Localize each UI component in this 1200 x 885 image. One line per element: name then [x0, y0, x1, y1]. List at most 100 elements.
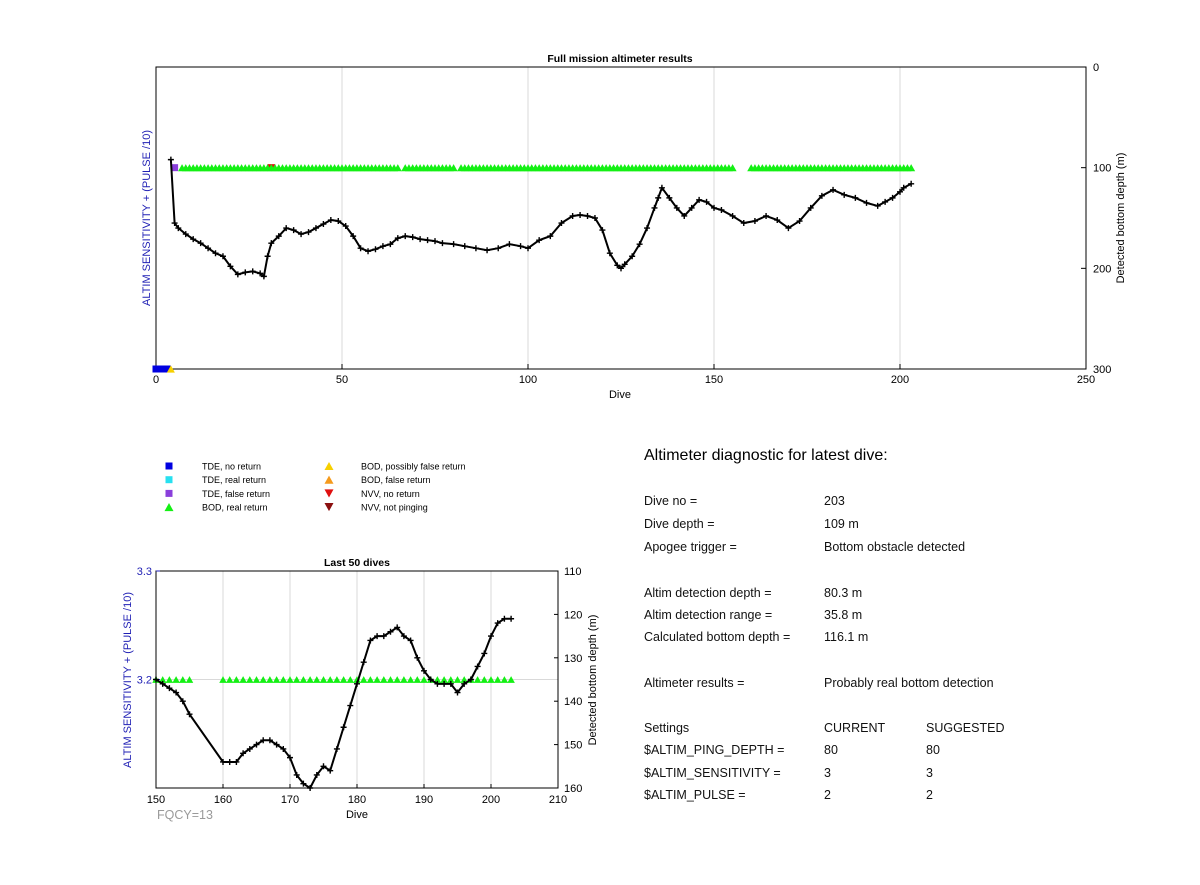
main-depth-point	[900, 184, 907, 191]
last-50-depth-point	[434, 680, 441, 687]
last-50-marker	[185, 676, 194, 683]
main-depth-point	[807, 204, 814, 211]
legend-marker	[324, 475, 334, 484]
main-depth-point	[577, 211, 584, 218]
main-depth-point	[644, 225, 651, 232]
last-50-marker	[299, 676, 308, 683]
last-50-marker	[507, 676, 515, 683]
last-50-marker	[333, 676, 341, 683]
main-depth-point	[751, 218, 758, 225]
main-depth-point	[335, 218, 342, 225]
main-chart-depth-series	[167, 156, 915, 280]
last-50-left-axis-label: ALTIM SENSITIVITY + (PULSE /10)	[122, 592, 134, 768]
last-50-depth-point	[447, 680, 454, 687]
main-marker	[171, 164, 179, 172]
main-right-tick-label: 100	[1093, 163, 1111, 175]
main-depth-point	[614, 262, 621, 269]
legend-marker	[165, 462, 173, 470]
legend: TDE, no return TDE, real return TDE, false…	[164, 462, 466, 513]
main-depth-point	[424, 237, 431, 244]
last-50-depth-point	[159, 680, 166, 687]
last-50-marker	[266, 676, 274, 683]
legend-label: TDE, real return	[202, 475, 266, 485]
main-depth-point	[212, 250, 219, 257]
main-x-tick-label: 200	[891, 374, 909, 386]
legend-marker	[164, 503, 174, 512]
legend-label: BOD, possibly false return	[361, 462, 466, 472]
last-50-right-axis-label: Detected bottom depth (m)	[587, 615, 599, 746]
main-depth-point	[495, 245, 502, 252]
main-depth-point	[439, 240, 446, 247]
last-50-marker	[246, 676, 254, 683]
main-marker	[152, 365, 160, 373]
settings-header-suggested: SUGGESTED	[926, 721, 1005, 735]
main-depth-point	[774, 217, 781, 224]
last-50-depth-point	[407, 637, 414, 644]
last-50-depth-point	[320, 763, 327, 770]
last-50-chart-title: Last 50 dives	[324, 557, 390, 569]
main-depth-point	[591, 215, 598, 221]
diag-row-label: Altim detection depth =	[644, 586, 772, 600]
main-depth-point	[666, 194, 673, 201]
legend-marker	[324, 503, 334, 512]
last-50-x-tick-label: 180	[348, 794, 366, 806]
last-50-depth-point	[374, 633, 381, 640]
legend-label: BOD, real return	[202, 503, 268, 513]
last-50-depth-point	[501, 615, 508, 622]
main-depth-point	[658, 184, 665, 191]
last-50-depth-point	[166, 685, 173, 692]
last-50-marker	[165, 676, 174, 683]
legend-item: TDE, no return	[165, 462, 261, 472]
last-50-marker	[406, 676, 415, 683]
last-50-marker	[366, 676, 375, 683]
last-50-depth-point	[327, 767, 334, 774]
main-depth-point	[171, 220, 178, 227]
last-50-marker	[433, 676, 442, 683]
last-50-markers	[152, 676, 515, 683]
main-x-tick-label: 50	[336, 374, 348, 386]
setting-name: $ALTIM_PULSE =	[644, 788, 746, 802]
main-depth-point	[234, 271, 241, 278]
main-marker	[449, 164, 458, 172]
last-50-marker	[179, 676, 187, 683]
setting-current: 3	[824, 766, 831, 780]
setting-suggested: 3	[926, 766, 933, 780]
main-right-tick-label: 300	[1093, 364, 1111, 376]
main-depth-point	[450, 241, 457, 248]
main-depth-point	[205, 245, 212, 252]
main-depth-point	[249, 268, 256, 275]
diag-row-value: Probably real bottom detection	[824, 676, 994, 690]
last-50-marker	[493, 676, 502, 683]
last-50-depth-point	[454, 689, 461, 696]
last-50-left-tick-label: 3.2	[137, 675, 152, 687]
diag-row-label: Altimeter results =	[644, 676, 745, 690]
main-depth-point	[558, 220, 565, 227]
legend-label: TDE, no return	[202, 462, 261, 472]
last-50-marker	[219, 676, 227, 683]
main-depth-point	[763, 212, 770, 219]
diag-row-label: Calculated bottom depth =	[644, 630, 791, 644]
last-50-depth-point	[474, 663, 481, 670]
last-50-right-tick-label: 160	[564, 783, 582, 795]
main-depth-point	[379, 243, 386, 250]
last-50-marker	[306, 676, 314, 683]
setting-current: 80	[824, 743, 838, 757]
main-depth-point	[327, 217, 334, 224]
main-depth-point	[841, 191, 848, 198]
last-50-depth-point	[414, 654, 421, 661]
main-depth-point	[711, 204, 717, 211]
last-50-depth-point	[220, 758, 226, 765]
last-50-marker	[420, 676, 428, 683]
main-depth-point	[409, 234, 416, 241]
main-plot-frame	[155, 66, 1087, 370]
last-50-depth-point	[400, 633, 407, 640]
main-depth-point	[372, 246, 379, 253]
legend-marker	[165, 489, 173, 497]
last-50-depth-point	[280, 745, 287, 752]
main-depth-point	[584, 212, 591, 219]
last-50-marker	[339, 676, 348, 683]
last-50-depth-point	[260, 737, 267, 744]
last-50-depth-point	[467, 676, 474, 683]
last-50-right-axis: 110 120 130 140 150 160	[554, 566, 582, 795]
last-50-depth-point	[394, 624, 401, 631]
